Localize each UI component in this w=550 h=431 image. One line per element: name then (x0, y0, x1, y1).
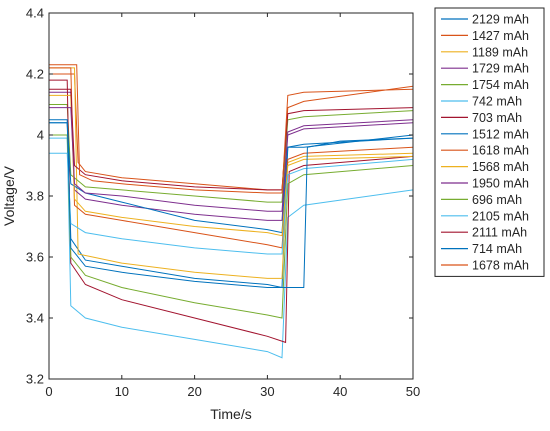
series-line-13 (49, 88, 414, 191)
y-tick-label: 4 (37, 128, 44, 143)
axes-layer: 0 10 20 30 40 50 3.2 3.4 3.6 3.8 4 4.2 4.4 (26, 6, 420, 400)
y-tick-label: 3.2 (26, 372, 44, 387)
series-line-4 (49, 104, 414, 203)
series-line-7 (49, 122, 414, 234)
legend-label: 2105 mAh (472, 209, 529, 223)
legend-label: 714 mAh (472, 242, 522, 256)
x-axis-label: Time/s (210, 406, 251, 422)
y-axis-label: Voltage/V (1, 165, 17, 226)
legend-label: 1512 mAh (472, 127, 529, 141)
x-tick-label: 10 (115, 384, 129, 399)
legend-label: 1568 mAh (472, 160, 529, 174)
y-tick-label: 3.4 (26, 311, 44, 326)
series-layer (49, 64, 414, 359)
legend-label: 1950 mAh (472, 177, 529, 191)
legend-label: 1189 mAh (472, 45, 528, 59)
x-tick-label: 50 (406, 384, 420, 399)
x-tick-label: 40 (333, 384, 347, 399)
plot-background (49, 13, 413, 379)
y-tick-label: 3.6 (26, 250, 44, 265)
legend: 2129 mAh 1427 mAh 1189 mAh 1729 mAh 1754 mAh… (434, 7, 545, 277)
series-line-14 (49, 119, 414, 288)
legend-label: 703 mAh (472, 111, 522, 125)
legend-label: 2111 mAh (472, 226, 527, 240)
y-tick-label: 3.8 (26, 189, 44, 204)
series-line-5 (49, 137, 414, 359)
plot-area (49, 13, 413, 379)
legend-label: 1754 mAh (472, 78, 529, 92)
series-line-15 (49, 64, 414, 194)
x-tick-label: 20 (187, 384, 201, 399)
legend-label: 1729 mAh (472, 62, 529, 76)
legend-label: 1678 mAh (472, 259, 529, 273)
series-line-10 (49, 107, 414, 212)
x-tick-label: 0 (45, 384, 52, 399)
series-line-1 (49, 73, 414, 191)
y-tick-label: 4.2 (26, 67, 44, 82)
x-tick-label: 30 (260, 384, 274, 399)
legend-label: 696 mAh (472, 193, 522, 207)
legend-label: 1618 mAh (472, 144, 529, 158)
legend-label: 742 mAh (472, 95, 522, 109)
legend-label: 1427 mAh (472, 29, 529, 43)
legend-label: 2129 mAh (472, 13, 529, 27)
y-tick-label: 4.4 (26, 6, 44, 21)
